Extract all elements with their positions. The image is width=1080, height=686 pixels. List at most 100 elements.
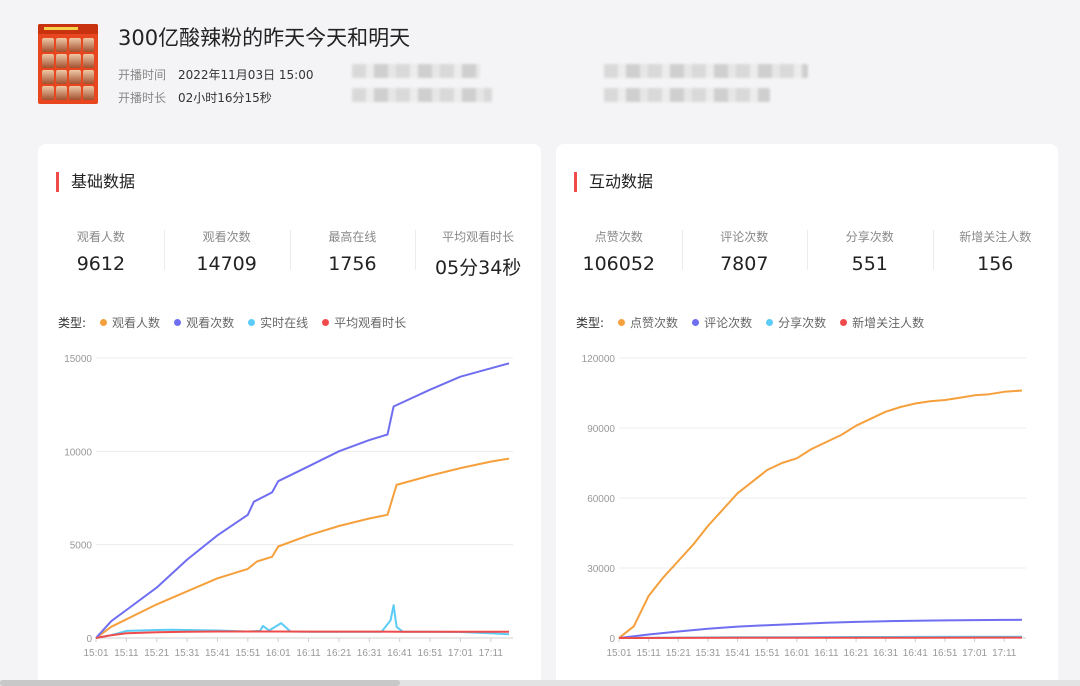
y-tick-label: 30000 (587, 564, 615, 575)
blurred-info (604, 88, 770, 102)
chart-legend: 类型: 观看人数 观看次数 实时在线 平均观看时长 (58, 314, 420, 331)
legend-item-viewers[interactable]: 观看人数 (100, 314, 160, 331)
stat-viewers: 观看人数 9612 (38, 228, 164, 280)
stat-avg-watch: 平均观看时长 05分34秒 (415, 228, 541, 280)
x-tick-label: 17:01 (448, 648, 473, 659)
stat-label: 观看次数 (202, 230, 251, 244)
legend-item-shares[interactable]: 分享次数 (766, 314, 826, 331)
series-line (95, 630, 509, 639)
legend-dot-icon (248, 319, 256, 326)
x-tick-label: 15:41 (725, 648, 750, 659)
x-tick-label: 16:41 (387, 648, 412, 659)
interaction-data-card: 互动数据 点赞次数 106052 评论次数 7807 分享次数 551 新增关注… (556, 144, 1058, 686)
stat-new-follows: 新增关注人数 156 (932, 228, 1059, 275)
legend-item-online[interactable]: 实时在线 (248, 314, 308, 331)
y-tick-label: 5000 (70, 541, 93, 552)
x-tick-label: 17:11 (479, 648, 504, 659)
legend-title: 类型: (58, 316, 87, 330)
x-tick-label: 16:31 (873, 648, 898, 659)
x-tick-label: 16:11 (296, 648, 321, 659)
x-tick-label: 15:51 (235, 648, 260, 659)
x-tick-label: 15:01 (606, 648, 631, 659)
live-title: 300亿酸辣粉的昨天今天和明天 (118, 26, 411, 50)
series-line (618, 389, 1023, 639)
x-tick-label: 15:21 (144, 648, 169, 659)
stat-value: 9612 (76, 253, 126, 275)
chart-legend: 类型: 点赞次数 评论次数 分享次数 新增关注人数 (576, 314, 938, 331)
card-title: 互动数据 (574, 172, 653, 192)
stat-views: 观看次数 14709 (163, 228, 290, 280)
legend-item-new-follows[interactable]: 新增关注人数 (840, 314, 924, 331)
stat-peak-online: 最高在线 1756 (289, 228, 416, 280)
x-tick-label: 15:11 (636, 648, 661, 659)
stat-value: 106052 (582, 253, 656, 275)
x-tick-label: 15:01 (83, 648, 108, 659)
y-tick-label: 10000 (64, 447, 92, 458)
legend-title: 类型: (576, 316, 605, 330)
stat-label: 最高在线 (328, 230, 377, 244)
x-tick-label: 16:21 (844, 648, 869, 659)
interaction-stats: 点赞次数 106052 评论次数 7807 分享次数 551 新增关注人数 15… (556, 228, 1058, 275)
legend-item-comments[interactable]: 评论次数 (692, 314, 752, 331)
x-tick-label: 15:31 (695, 648, 720, 659)
legend-dot-icon (840, 319, 848, 326)
y-tick-label: 0 (609, 634, 615, 645)
x-tick-label: 15:11 (114, 648, 139, 659)
stat-label: 分享次数 (845, 230, 894, 244)
start-time-value: 2022年11月03日 15:00 (178, 68, 314, 82)
legend-label: 平均观看时长 (334, 316, 407, 330)
legend-dot-icon (100, 319, 108, 326)
stat-label: 点赞次数 (594, 230, 643, 244)
basic-data-card: 基础数据 观看人数 9612 观看次数 14709 最高在线 1756 平均观看… (38, 144, 541, 686)
blurred-info (352, 88, 492, 102)
card-title: 基础数据 (56, 172, 135, 192)
x-tick-label: 15:41 (205, 648, 230, 659)
x-tick-label: 15:21 (666, 648, 691, 659)
legend-dot-icon (322, 319, 330, 326)
series-line (95, 362, 510, 639)
basic-line-chart[interactable]: 0 5000 10000 15000 15:01 15:11 15:21 15:31 15:41… (38, 144, 541, 686)
x-tick-label: 16:41 (903, 648, 928, 659)
stat-value: 551 (851, 253, 888, 275)
legend-label: 评论次数 (704, 316, 753, 330)
legend-item-likes[interactable]: 点赞次数 (618, 314, 678, 331)
legend-label: 观看次数 (186, 316, 235, 330)
blurred-info (604, 64, 808, 78)
legend-item-views[interactable]: 观看次数 (174, 314, 234, 331)
legend-label: 点赞次数 (630, 316, 679, 330)
x-tick-label: 16:21 (326, 648, 351, 659)
basic-stats: 观看人数 9612 观看次数 14709 最高在线 1756 平均观看时长 05… (38, 228, 541, 280)
legend-label: 分享次数 (778, 316, 827, 330)
stat-shares: 分享次数 551 (807, 228, 933, 275)
horizontal-scrollbar[interactable] (0, 680, 1080, 686)
x-tick-label: 16:51 (932, 648, 957, 659)
x-tick-label: 17:01 (962, 648, 987, 659)
legend-label: 实时在线 (260, 316, 309, 330)
x-tick-label: 16:51 (418, 648, 443, 659)
legend-dot-icon (174, 319, 182, 326)
live-cover-image (38, 24, 98, 104)
x-tick-label: 15:31 (175, 648, 200, 659)
stat-value: 7807 (720, 253, 769, 275)
stat-label: 观看人数 (76, 230, 125, 244)
y-tick-label: 15000 (64, 354, 92, 365)
y-tick-label: 0 (86, 634, 92, 645)
start-time-label: 开播时间 (118, 68, 167, 82)
duration-label: 开播时长 (118, 91, 167, 105)
series-line (618, 618, 1023, 639)
x-tick-label: 17:11 (992, 648, 1017, 659)
y-tick-label: 120000 (582, 354, 616, 365)
stat-label: 新增关注人数 (959, 230, 1032, 244)
legend-label: 观看人数 (112, 316, 161, 330)
series-line (95, 457, 510, 639)
legend-item-avg-watch[interactable]: 平均观看时长 (322, 314, 406, 331)
scrollbar-thumb[interactable] (0, 680, 400, 686)
x-tick-label: 16:31 (357, 648, 382, 659)
y-tick-label: 90000 (587, 424, 615, 435)
stat-label: 平均观看时长 (442, 230, 515, 244)
y-tick-label: 60000 (587, 494, 615, 505)
x-tick-label: 16:01 (784, 648, 809, 659)
live-header: 300亿酸辣粉的昨天今天和明天 开播时间 2022年11月03日 15:00 开… (0, 0, 1080, 130)
legend-dot-icon (692, 319, 700, 326)
interaction-line-chart[interactable]: 0 30000 60000 90000 120000 15:01 15:11 15:21 15:… (556, 144, 1058, 686)
